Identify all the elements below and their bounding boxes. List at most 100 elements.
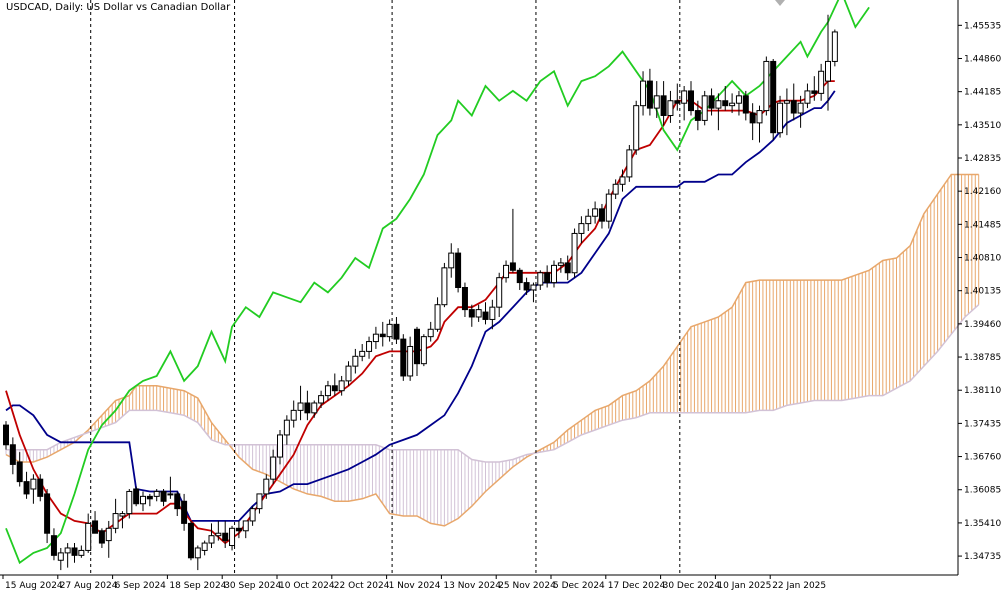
candle-body <box>37 478 44 497</box>
candle-body <box>777 102 784 134</box>
price-tick-label: 1.42160 <box>964 187 1001 197</box>
candle-body <box>804 90 811 104</box>
candle-body <box>71 547 78 556</box>
candle-body <box>372 333 379 343</box>
chart-shift-marker[interactable] <box>775 0 785 6</box>
price-tick-label: 1.45535 <box>964 21 1001 31</box>
candle-body <box>667 100 674 116</box>
candle-body <box>749 112 756 124</box>
candle-body <box>427 328 434 338</box>
candle-body <box>640 80 647 107</box>
price-tick-label: 1.42835 <box>964 154 1001 164</box>
candle-body <box>235 527 242 532</box>
candle-body <box>598 208 605 222</box>
candle-body <box>585 215 592 225</box>
candle-body <box>270 456 277 480</box>
time-tick-label: 5 Dec 2024 <box>553 581 605 591</box>
candle-body <box>468 309 475 318</box>
time-tick-label: 25 Nov 2024 <box>498 581 556 591</box>
candle-body <box>318 395 325 404</box>
candle-body <box>44 493 51 534</box>
candle-body <box>537 272 544 286</box>
candle-body <box>98 530 105 544</box>
candle-body <box>30 478 37 490</box>
candle-body <box>290 409 297 421</box>
candle-body <box>571 232 578 274</box>
kumo-cloud <box>5 173 980 527</box>
candle-body <box>708 95 715 109</box>
candle-body <box>50 535 57 556</box>
candle-body <box>64 547 71 554</box>
time-tick-label: 27 Aug 2024 <box>60 581 118 591</box>
candle-body <box>461 287 468 311</box>
candle-body <box>393 323 400 340</box>
candle-body <box>825 60 831 82</box>
candle-body <box>496 277 503 308</box>
candle-body <box>153 490 160 497</box>
candle-body <box>626 149 633 178</box>
price-tick-label: 1.40135 <box>964 287 1001 297</box>
candle-body <box>311 402 318 414</box>
candle-body <box>434 304 441 330</box>
candle-body <box>653 95 660 109</box>
price-tick-label: 1.35410 <box>964 519 1001 529</box>
candle-body <box>208 535 215 544</box>
price-tick-label: 1.34735 <box>964 552 1001 562</box>
time-tick-label: 10 Oct 2024 <box>279 581 335 591</box>
candle-body <box>735 95 742 104</box>
candle-body <box>455 252 462 289</box>
candle-body <box>523 282 530 291</box>
candle-body <box>215 532 222 537</box>
candle-body <box>112 513 119 529</box>
price-tick-label: 1.36085 <box>964 486 1001 496</box>
candle-body <box>646 80 653 109</box>
time-tick-label: 1 Nov 2024 <box>389 581 441 591</box>
candle-body <box>359 350 366 357</box>
price-tick-label: 1.44860 <box>964 54 1001 64</box>
candle-body <box>242 520 249 532</box>
candle-body <box>701 95 708 121</box>
candle-body <box>448 252 455 269</box>
candle-body <box>818 70 825 94</box>
candle-body <box>9 444 16 465</box>
candle-body <box>105 527 112 542</box>
candle-body <box>181 500 188 524</box>
candle-body <box>283 419 290 436</box>
candle-body <box>140 495 146 505</box>
candle-body <box>503 264 510 279</box>
price-tick-label: 1.38785 <box>964 353 1001 363</box>
time-tick-label: 13 Nov 2024 <box>443 581 501 591</box>
candle-body <box>633 105 640 151</box>
time-tick-label: 30 Dec 2024 <box>663 581 721 591</box>
candle-body <box>3 424 9 446</box>
candle-body <box>57 552 64 561</box>
senkou-span-b-line <box>6 304 980 463</box>
candle-body <box>23 481 30 495</box>
candle-body <box>324 385 331 397</box>
candle-body <box>297 402 304 411</box>
candle-body <box>407 345 414 377</box>
candle-body <box>194 547 201 559</box>
kijun-sen-line <box>5 90 836 522</box>
time-tick-label: 10 Jan 2025 <box>717 581 771 591</box>
candle-body <box>16 461 23 483</box>
candle-body <box>557 262 564 266</box>
price-tick-label: 1.38110 <box>964 386 1001 396</box>
candle-body <box>578 223 585 234</box>
candle-body <box>222 532 229 542</box>
candle-body <box>277 434 283 458</box>
candle-body <box>516 269 523 284</box>
candle-body <box>612 183 619 195</box>
candle-body <box>564 262 571 274</box>
candle-body <box>167 493 174 496</box>
candle-body <box>770 60 777 134</box>
candle-body <box>420 336 427 365</box>
candle-body <box>797 102 804 114</box>
candle-body <box>509 262 516 271</box>
candle-body <box>379 333 386 338</box>
candle-body <box>475 309 482 318</box>
candle-body <box>263 478 270 495</box>
candle-body <box>688 90 694 112</box>
